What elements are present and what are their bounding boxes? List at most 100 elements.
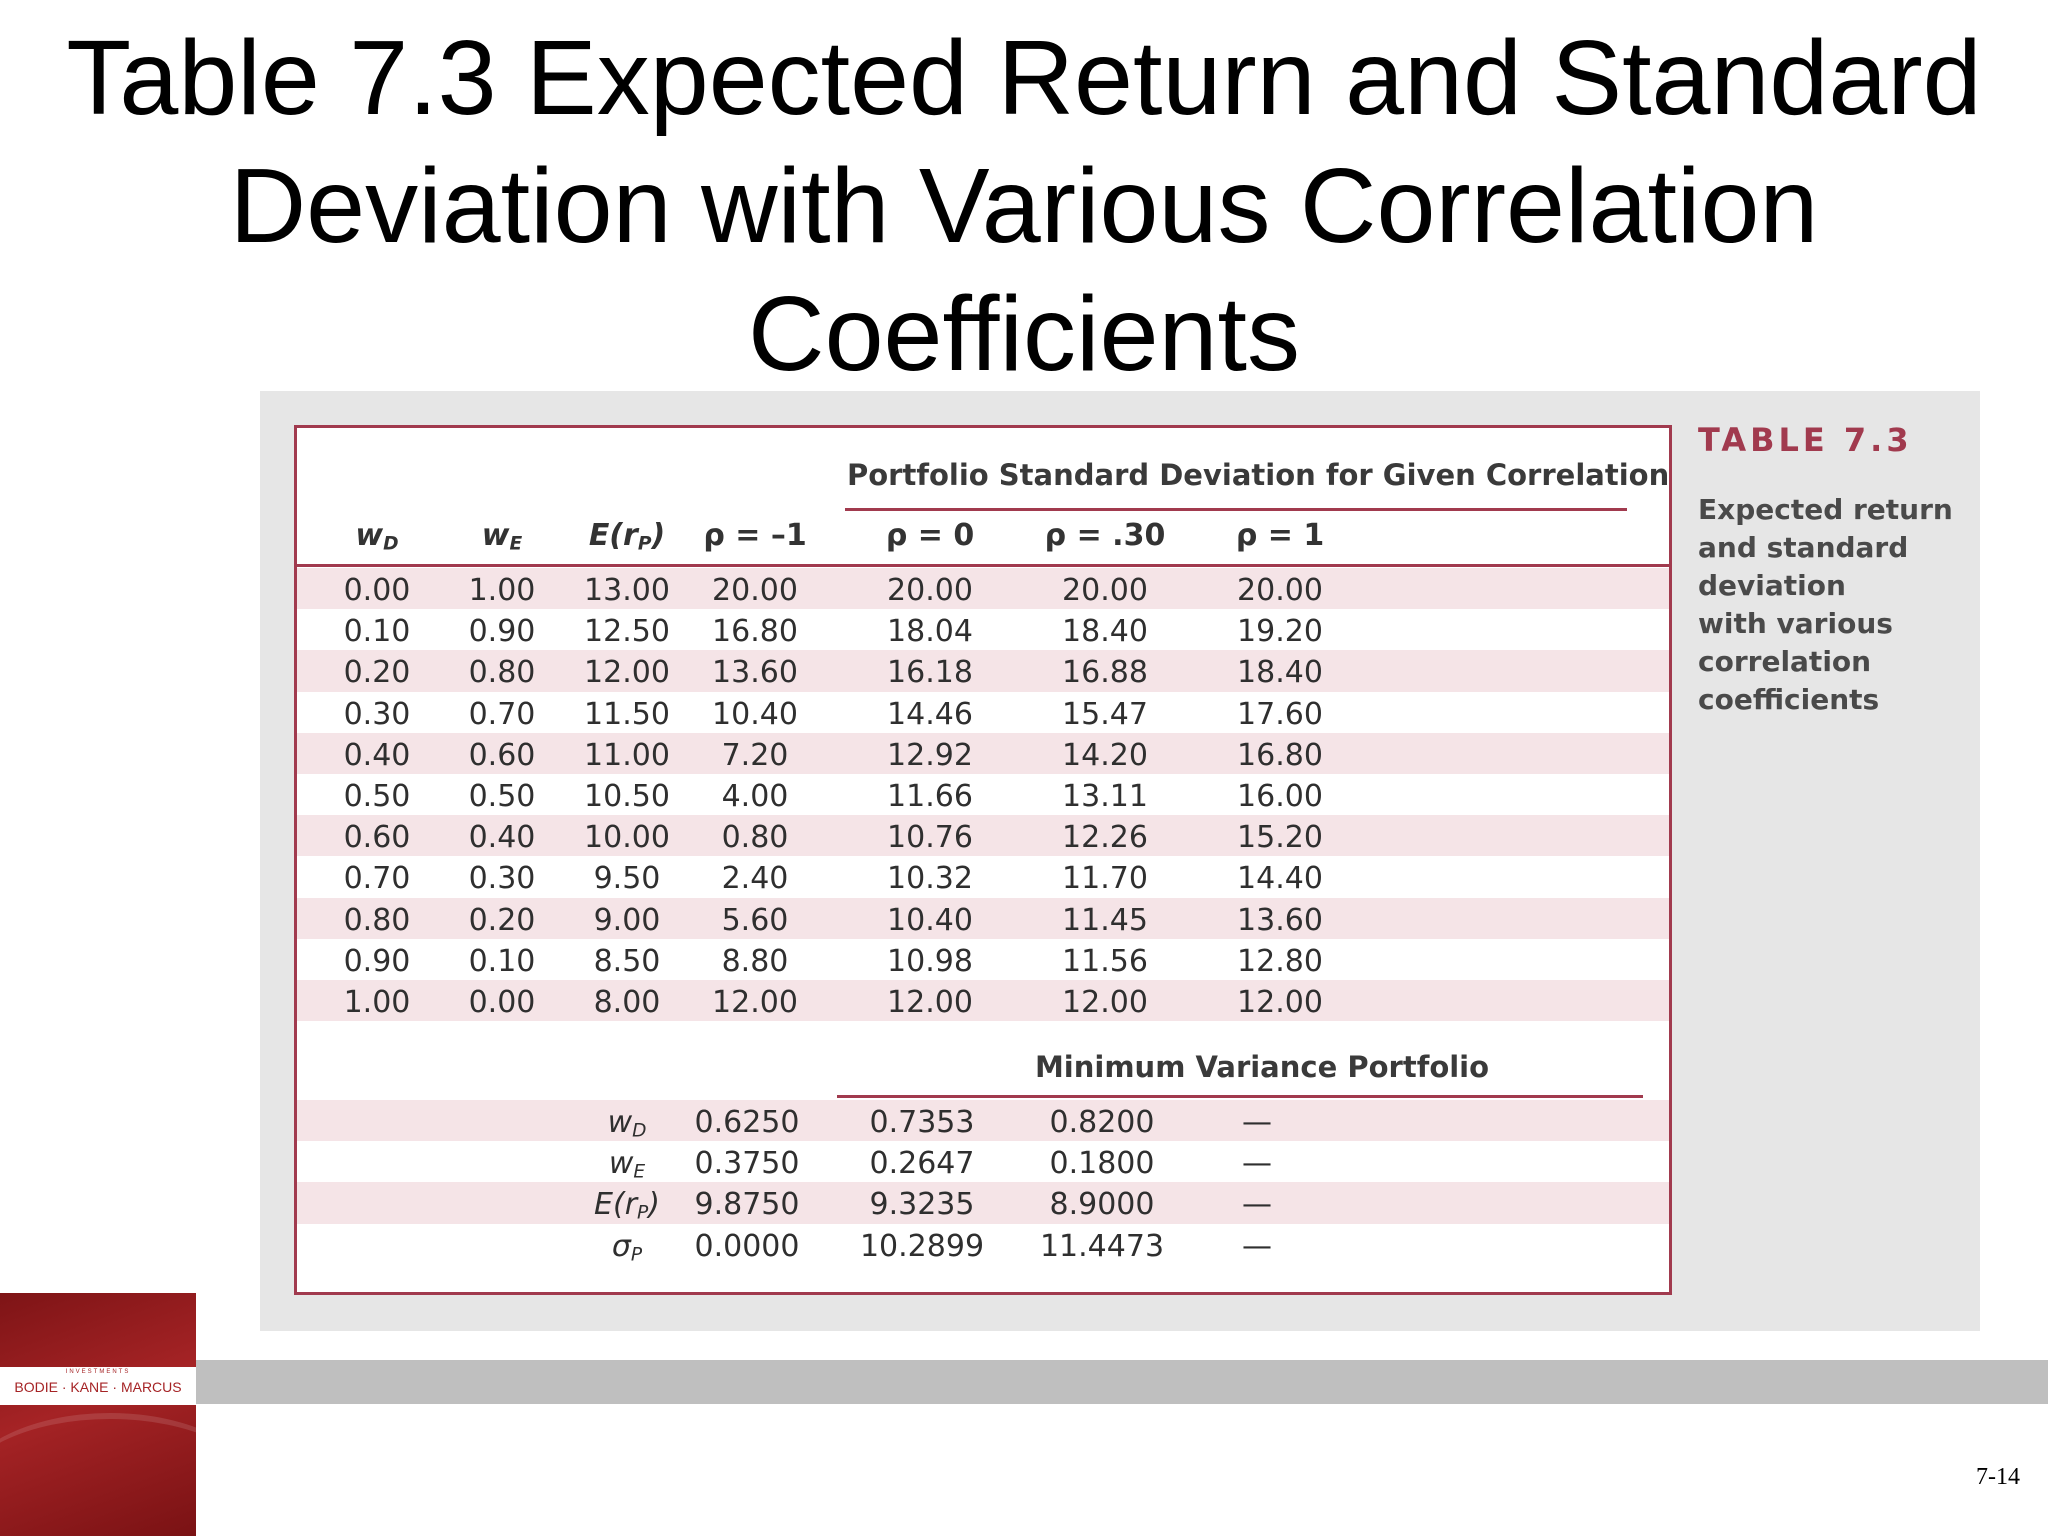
book-series: INVESTMENTS <box>65 1369 131 1375</box>
table-cell: 12.50 <box>584 614 670 650</box>
group-rule <box>845 508 1627 511</box>
caption-line: deviation <box>1698 569 1846 602</box>
table-cell: 15.47 <box>1062 696 1148 732</box>
table-row: 0.00 1.00 13.00 20.00 20.00 20.00 20.00 <box>297 568 1669 610</box>
table-cell: 13.60 <box>712 655 798 691</box>
min-variance-cell: — <box>1242 1187 1272 1223</box>
table-cell: 12.00 <box>1062 984 1148 1020</box>
slide-title: Table 7.3 Expected Return and Standard D… <box>0 14 2048 398</box>
column-header-row: wD wE E(rP) ρ = –1 ρ = 0 ρ = .30 ρ = 1 <box>297 518 1669 566</box>
table-cell: 5.60 <box>721 902 789 938</box>
table-cell: 12.26 <box>1062 820 1148 856</box>
table-cell: 20.00 <box>1062 573 1148 608</box>
table-cell: 12.00 <box>712 984 798 1020</box>
table-cell: 13.00 <box>584 573 670 608</box>
table-cell: 20.00 <box>1237 573 1323 608</box>
caption-line: coefficients <box>1698 683 1880 716</box>
caption-line: correlation <box>1698 645 1872 678</box>
table-cell: 16.80 <box>712 614 798 650</box>
table-cell: 10.40 <box>712 696 798 732</box>
group-header: Portfolio Standard Deviation for Given C… <box>847 458 1670 492</box>
table-cell: 11.00 <box>584 737 670 773</box>
table-cell: 0.30 <box>343 696 411 732</box>
column-header: E(rP) <box>588 518 666 555</box>
min-variance-row: σP 0.0000 10.2899 11.4473 — <box>297 1224 1669 1266</box>
data-table: Portfolio Standard Deviation for Given C… <box>294 425 1672 1295</box>
table-cell: 20.00 <box>712 573 798 608</box>
table-cell: 16.80 <box>1237 737 1323 773</box>
min-variance-cell: 8.9000 <box>1049 1187 1155 1223</box>
table-cell: 0.40 <box>343 737 411 773</box>
min-variance-cell: 0.6250 <box>694 1105 800 1140</box>
table-cell: 10.40 <box>887 902 973 938</box>
column-header: ρ = .30 <box>1044 518 1166 553</box>
min-variance-header: Minimum Variance Portfolio <box>1034 1050 1490 1084</box>
min-variance-cell: — <box>1242 1105 1272 1140</box>
table-cell: 11.50 <box>584 696 670 732</box>
table-cell: 16.00 <box>1237 778 1323 814</box>
table-cell: 0.90 <box>468 614 536 650</box>
table-row: 0.60 0.40 10.00 0.80 10.76 12.26 15.20 <box>297 815 1669 857</box>
book-authors: BODIE · KANE · MARCUS <box>14 1379 182 1395</box>
min-variance-row: wD 0.6250 0.7353 0.8200 — <box>297 1100 1669 1142</box>
table-cell: 1.00 <box>468 573 536 608</box>
min-variance-cell: 0.0000 <box>694 1228 800 1264</box>
table-cell: 0.30 <box>468 861 536 897</box>
table-cell: 17.60 <box>1237 696 1323 732</box>
min-variance-rule <box>837 1095 1643 1098</box>
table-cell: 16.18 <box>887 655 973 691</box>
title-line-2: Deviation with Various Correlation <box>229 147 1819 265</box>
table-cell: 0.60 <box>343 820 411 856</box>
header-rule <box>297 564 1669 567</box>
table-cell: 10.00 <box>584 820 670 856</box>
table-row: 0.40 0.60 11.00 7.20 12.92 14.20 16.80 <box>297 732 1669 774</box>
table-cell: 16.88 <box>1062 655 1148 691</box>
table-figure: Portfolio Standard Deviation for Given C… <box>260 391 1980 1331</box>
min-variance-cell: 10.2899 <box>859 1228 985 1264</box>
table-cell: 0.20 <box>343 655 411 691</box>
page-number: 7-14 <box>1976 1464 2020 1490</box>
table-cell: 0.80 <box>343 902 411 938</box>
table-row: 0.50 0.50 10.50 4.00 11.66 13.11 16.00 <box>297 774 1669 815</box>
table-cell: 10.32 <box>887 861 973 897</box>
table-row: 1.00 0.00 8.00 12.00 12.00 12.00 12.00 <box>297 979 1669 1022</box>
table-body: 0.00 1.00 13.00 20.00 20.00 20.00 20.00 0.10 0.9… <box>297 568 1669 1022</box>
table-cell: 8.80 <box>721 943 789 979</box>
table-cell: 10.50 <box>584 778 670 814</box>
min-variance-cell: 9.3235 <box>869 1187 975 1223</box>
table-cell: 10.98 <box>887 943 973 979</box>
table-cell: 2.40 <box>721 861 789 897</box>
table-cell: 1.00 <box>343 984 411 1020</box>
table-cell: 12.00 <box>887 984 973 1020</box>
column-header: ρ = 0 <box>885 518 975 553</box>
book-cover-logo: INVESTMENTS BODIE · KANE · MARCUS <box>0 1293 196 1536</box>
table-cell: 14.40 <box>1237 861 1323 897</box>
min-variance-cell: 0.8200 <box>1049 1105 1155 1140</box>
table-cell: 9.00 <box>593 902 661 938</box>
min-variance-cell: 11.4473 <box>1039 1228 1165 1264</box>
table-row: 0.20 0.80 12.00 13.60 16.18 16.88 18.40 <box>297 650 1669 692</box>
caption-text: Expected return and standard deviation with… <box>1698 491 1968 719</box>
table-row: 0.80 0.20 9.00 5.60 10.40 11.45 13.60 <box>297 897 1669 939</box>
table-cell: 0.90 <box>343 943 411 979</box>
table-cell: 13.11 <box>1062 778 1148 814</box>
caption-line: Expected return <box>1698 493 1953 526</box>
table-cell: 7.20 <box>721 737 789 773</box>
min-variance-cell: 0.1800 <box>1049 1146 1155 1182</box>
title-line-1: Table 7.3 Expected Return and Standard <box>66 19 1982 137</box>
table-cell: 11.45 <box>1062 902 1148 938</box>
table-cell: 0.70 <box>468 696 536 732</box>
table-cell: 12.92 <box>887 737 973 773</box>
min-variance-body: wD 0.6250 0.7353 0.8200 — wE 0.3750 0.2647 0.180… <box>297 1100 1669 1265</box>
table-cell: 0.20 <box>468 902 536 938</box>
table-cell: 19.20 <box>1237 614 1323 650</box>
table-cell: 10.76 <box>887 820 973 856</box>
table-cell: 0.50 <box>468 778 536 814</box>
min-variance-label: wE <box>608 1146 646 1183</box>
title-line-3: Coefficients <box>748 275 1300 393</box>
table-cell: 9.50 <box>593 861 661 897</box>
table-cell: 8.50 <box>593 943 661 979</box>
column-header: ρ = –1 <box>703 518 807 553</box>
table-row: 0.70 0.30 9.50 2.40 10.32 11.70 14.40 <box>297 856 1669 897</box>
cover-band: INVESTMENTS BODIE · KANE · MARCUS <box>0 1367 196 1405</box>
